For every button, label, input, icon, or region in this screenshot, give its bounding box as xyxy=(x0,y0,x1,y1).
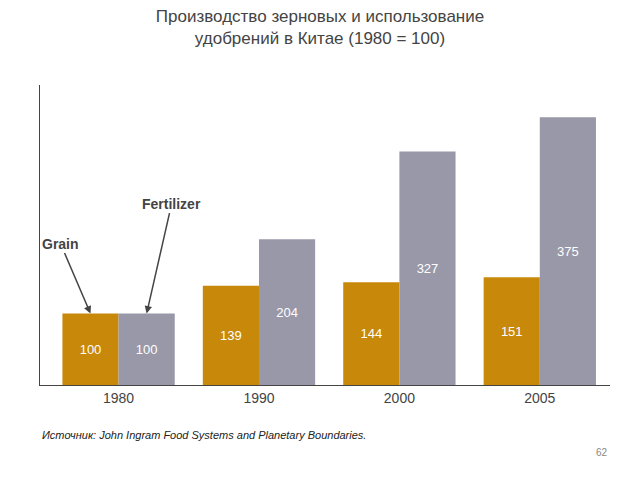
svg-text:139: 139 xyxy=(220,328,242,343)
svg-text:Fertilizer: Fertilizer xyxy=(142,196,201,212)
svg-text:2005: 2005 xyxy=(524,390,555,406)
svg-text:144: 144 xyxy=(360,326,382,341)
svg-text:375: 375 xyxy=(557,244,579,259)
svg-text:62: 62 xyxy=(596,447,608,458)
svg-text:204: 204 xyxy=(276,305,298,320)
svg-text:1990: 1990 xyxy=(243,390,274,406)
svg-text:Производство зерновых и исполь: Производство зерновых и использованиеудо… xyxy=(156,7,484,48)
svg-text:Grain: Grain xyxy=(42,236,79,252)
svg-text:100: 100 xyxy=(136,342,158,357)
svg-text:151: 151 xyxy=(501,324,523,339)
svg-text:1980: 1980 xyxy=(103,390,134,406)
svg-text:2000: 2000 xyxy=(384,390,415,406)
svg-text:327: 327 xyxy=(417,261,439,276)
svg-text:100: 100 xyxy=(80,342,102,357)
svg-text:Источник: John Ingram Food Sys: Источник: John Ingram Food Systems and P… xyxy=(42,429,366,441)
